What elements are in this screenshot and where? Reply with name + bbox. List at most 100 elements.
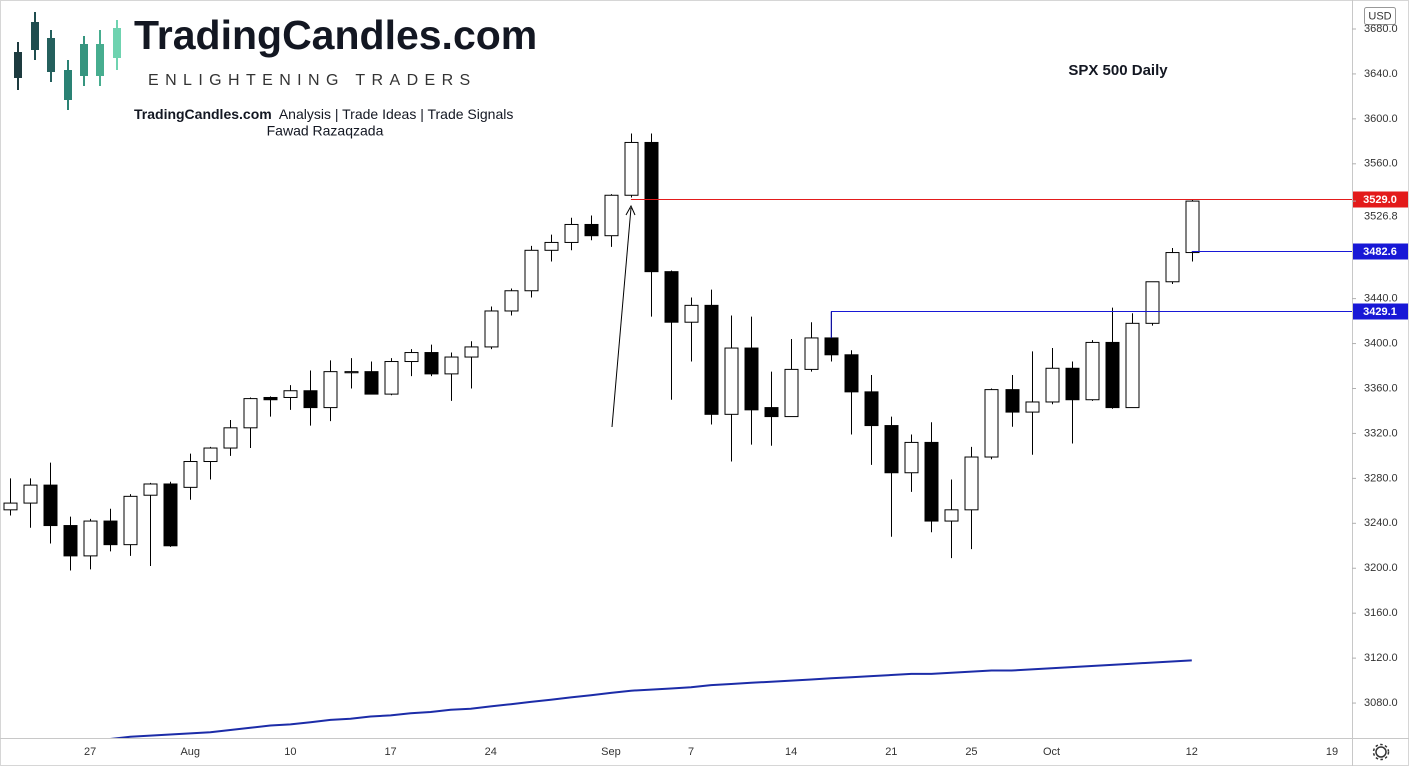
candle-body	[784, 368, 799, 418]
services: Analysis | Trade Ideas | Trade Signals	[279, 106, 514, 122]
candle-body	[844, 354, 859, 393]
candle-body	[1005, 389, 1020, 413]
candle-body	[83, 520, 98, 557]
candle-body	[103, 520, 118, 546]
candle-body	[63, 525, 78, 557]
candle-body	[263, 396, 278, 401]
y-tick-label: 3320.0	[1364, 427, 1398, 439]
candle-body	[1125, 322, 1140, 409]
candle-body	[624, 141, 639, 196]
candle-body	[1105, 341, 1120, 409]
candle-body	[764, 407, 779, 418]
settings-icon[interactable]	[1372, 743, 1390, 761]
x-tick-label: Oct	[1043, 746, 1060, 758]
candle-body	[884, 425, 899, 474]
currency: USD	[1368, 10, 1391, 22]
candle-body	[323, 371, 338, 409]
candle-body	[43, 484, 58, 527]
candle-body	[564, 223, 579, 243]
axes: 3080.0 3120.0 3160.0 3200.0 3240.0 3280.0 3320…	[84, 23, 1408, 758]
level-label-bg	[1353, 303, 1408, 320]
candle-body	[464, 346, 479, 358]
y-tick-label: 3160.0	[1364, 607, 1398, 619]
candle-body	[163, 483, 178, 547]
y-tick-label: 3560.0	[1364, 158, 1398, 170]
candle-body	[424, 352, 439, 375]
candle-body	[344, 371, 359, 374]
x-tick-label: 7	[688, 746, 694, 758]
y-tick-label: 3360.0	[1364, 382, 1398, 394]
x-tick-label: 12	[1186, 746, 1198, 758]
candle-body	[944, 509, 959, 522]
candle-body	[644, 141, 659, 273]
candle-body	[384, 361, 399, 395]
candle-body	[544, 241, 559, 251]
level-label: 3529.0	[1363, 194, 1397, 206]
x-tick-label: 14	[785, 746, 797, 758]
y-tick-label: 3640.0	[1364, 68, 1398, 80]
x-tick-label: 10	[284, 746, 296, 758]
candle-body	[964, 456, 979, 511]
candle-body	[143, 483, 158, 496]
last-price-label: 3526.8	[1364, 210, 1398, 222]
x-tick-label: 27	[84, 746, 96, 758]
candle-body	[1145, 281, 1160, 324]
chart-title: SPX 500 Daily	[1068, 62, 1168, 79]
logo-text: TradingCandles.com	[134, 12, 537, 58]
candle-body	[804, 337, 819, 370]
x-tick-label: 21	[885, 746, 897, 758]
candle-body	[1045, 367, 1060, 403]
candle-body	[484, 310, 499, 348]
candle-body	[243, 398, 258, 429]
y-tick-label: 3680.0	[1364, 23, 1398, 35]
site-name: TradingCandles.com	[134, 106, 272, 122]
candle-body	[1065, 367, 1080, 401]
candle-body	[3, 502, 18, 511]
plot-area	[3, 133, 1352, 738]
y-tick-label: 3200.0	[1364, 562, 1398, 574]
candle-body	[203, 447, 218, 463]
author: Fawad Razaqzada	[267, 123, 384, 139]
candle-body	[223, 427, 238, 449]
logo-icon	[14, 12, 121, 110]
tagline: ENLIGHTENING TRADERS	[148, 72, 477, 89]
candle-body	[864, 391, 879, 427]
x-tick-label: Aug	[180, 746, 200, 758]
candle-body	[283, 390, 298, 398]
x-tick-label: 24	[485, 746, 497, 758]
y-tick-label: 3600.0	[1364, 113, 1398, 125]
level-label: 3482.6	[1363, 246, 1397, 258]
x-tick-label: 25	[965, 746, 977, 758]
candle-body	[183, 461, 198, 488]
level-label-bg	[1353, 243, 1408, 260]
candle-body	[824, 337, 839, 356]
candle-body	[744, 347, 759, 411]
candle-body	[684, 304, 699, 323]
level-label: 3429.1	[1363, 306, 1397, 318]
x-tick-label: Sep	[601, 746, 621, 758]
candle-body	[1085, 341, 1100, 401]
y-tick-label: 3400.0	[1364, 337, 1398, 349]
x-tick-label: 19	[1326, 746, 1338, 758]
y-tick-label: 3120.0	[1364, 652, 1398, 664]
y-tick-label: 3280.0	[1364, 472, 1398, 484]
candle-body	[604, 194, 619, 237]
currency-box	[1364, 7, 1396, 25]
candle-body	[23, 484, 38, 504]
subtitle: TradingCandles.com Analysis | Trade Idea…	[134, 106, 513, 122]
candle-body	[303, 390, 318, 409]
candle-body	[1185, 200, 1200, 254]
candle-body	[704, 304, 719, 415]
candle-body	[724, 347, 739, 415]
candle-body	[1165, 252, 1180, 283]
candle-body	[904, 441, 919, 474]
y-tick-label: 3240.0	[1364, 517, 1398, 529]
candle-body	[364, 371, 379, 395]
candle-body	[584, 223, 599, 237]
moving-average-line	[110, 659, 1192, 738]
candle-body	[404, 352, 419, 363]
candle-body	[504, 290, 519, 312]
candle-body	[123, 495, 138, 546]
